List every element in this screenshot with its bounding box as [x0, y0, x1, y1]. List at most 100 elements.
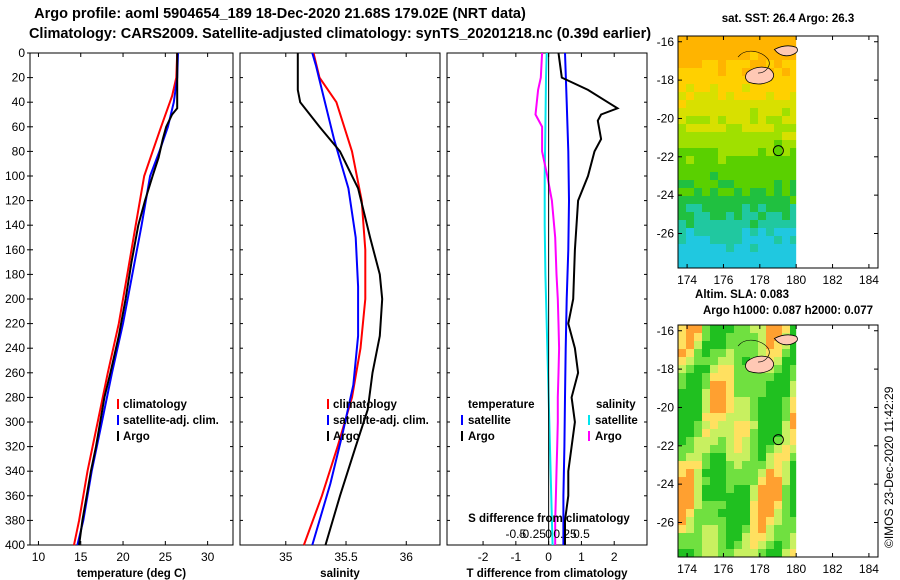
map-cell — [790, 325, 797, 333]
map-cell — [782, 525, 790, 533]
map-cell — [742, 252, 750, 260]
map-cell — [718, 517, 726, 525]
map-cell — [742, 188, 750, 196]
map-cell — [766, 212, 774, 220]
map-cell — [686, 325, 694, 333]
map-y-tick-label: -26 — [657, 226, 675, 240]
map-cell — [710, 84, 718, 92]
legend-entry-temperature: Argo — [468, 431, 495, 443]
map-cell — [718, 132, 726, 140]
map-cell — [702, 341, 710, 349]
map-cell — [790, 92, 797, 100]
map-y-tick-label: -18 — [657, 73, 675, 87]
map-cell — [750, 228, 758, 236]
map-cell — [750, 549, 758, 557]
map-cell — [726, 204, 734, 212]
map-cell — [734, 76, 742, 84]
map-cell — [742, 421, 750, 429]
map-cell — [742, 92, 750, 100]
map-cell — [750, 204, 758, 212]
map-cell — [726, 260, 734, 268]
map-cell — [718, 461, 726, 469]
map-cell — [774, 60, 782, 68]
map-cell — [686, 140, 694, 148]
map-cell — [710, 220, 718, 228]
map-cell — [686, 172, 694, 180]
map-cell — [782, 132, 790, 140]
map-cell — [718, 236, 726, 244]
map-cell — [726, 244, 734, 252]
map-cell — [774, 437, 782, 445]
map-cell — [726, 373, 734, 381]
map-cell — [742, 52, 750, 60]
map-cell — [750, 220, 758, 228]
map-cell — [702, 421, 710, 429]
map-cell — [694, 357, 702, 365]
map-cell — [686, 188, 694, 196]
map-cell — [694, 220, 702, 228]
map-cell — [766, 132, 774, 140]
map-cell — [702, 325, 710, 333]
map-cell — [718, 84, 726, 92]
map-cell — [710, 333, 718, 341]
map-cell — [782, 252, 790, 260]
map-cell — [718, 445, 726, 453]
map-x-tick-label: 174 — [677, 273, 697, 287]
series-line-s-satellite — [543, 52, 554, 546]
map-cell — [774, 365, 782, 373]
map-cell — [710, 172, 718, 180]
map-cell — [686, 349, 694, 357]
map-cell — [686, 437, 694, 445]
map-cell — [790, 228, 797, 236]
map-cell — [766, 260, 774, 268]
map-cell — [766, 92, 774, 100]
map-cell — [766, 437, 774, 445]
map-cell — [782, 60, 790, 68]
y-tick-label: 400 — [5, 538, 25, 552]
legend-entry-salinity: satellite — [595, 415, 638, 427]
x-tick-label: 35 — [279, 550, 293, 564]
map-cell — [686, 533, 694, 541]
map-cell — [726, 413, 734, 421]
map-cell — [774, 132, 782, 140]
map-cell — [702, 509, 710, 517]
map-cell — [734, 156, 742, 164]
map-cell — [750, 92, 758, 100]
map-cell — [782, 501, 790, 509]
map-cell — [678, 469, 686, 477]
map-cell — [766, 44, 774, 52]
map-cell — [750, 100, 758, 108]
map-cell — [686, 244, 694, 252]
map-cell — [758, 140, 766, 148]
map-cell — [758, 228, 766, 236]
map-cell — [710, 124, 718, 132]
map-cell — [790, 517, 797, 525]
y-tick-label: 240 — [5, 341, 25, 355]
map-cell — [710, 349, 718, 357]
map-cell — [678, 36, 686, 44]
map-cell — [694, 156, 702, 164]
map-cell — [686, 509, 694, 517]
map-cell — [758, 92, 766, 100]
map-title-argo-heights: Argo h1000: 0.087 h2000: 0.077 — [703, 305, 873, 317]
map-cell — [710, 325, 718, 333]
map-cell — [734, 204, 742, 212]
map-cell — [678, 172, 686, 180]
island-vanua-levu — [773, 334, 798, 346]
map-cell — [758, 437, 766, 445]
map-cell — [750, 477, 758, 485]
map-cell — [702, 493, 710, 501]
map-x-tick-label: 182 — [823, 273, 843, 287]
map-cell — [718, 156, 726, 164]
map-cell — [766, 517, 774, 525]
map-cell — [678, 156, 686, 164]
map-cell — [678, 132, 686, 140]
map-cell — [702, 156, 710, 164]
map-cell — [742, 493, 750, 501]
map-cell — [782, 140, 790, 148]
map-cell — [710, 413, 718, 421]
map-cell — [726, 397, 734, 405]
map-cell — [758, 172, 766, 180]
map-cell — [694, 100, 702, 108]
map-cell — [678, 533, 686, 541]
